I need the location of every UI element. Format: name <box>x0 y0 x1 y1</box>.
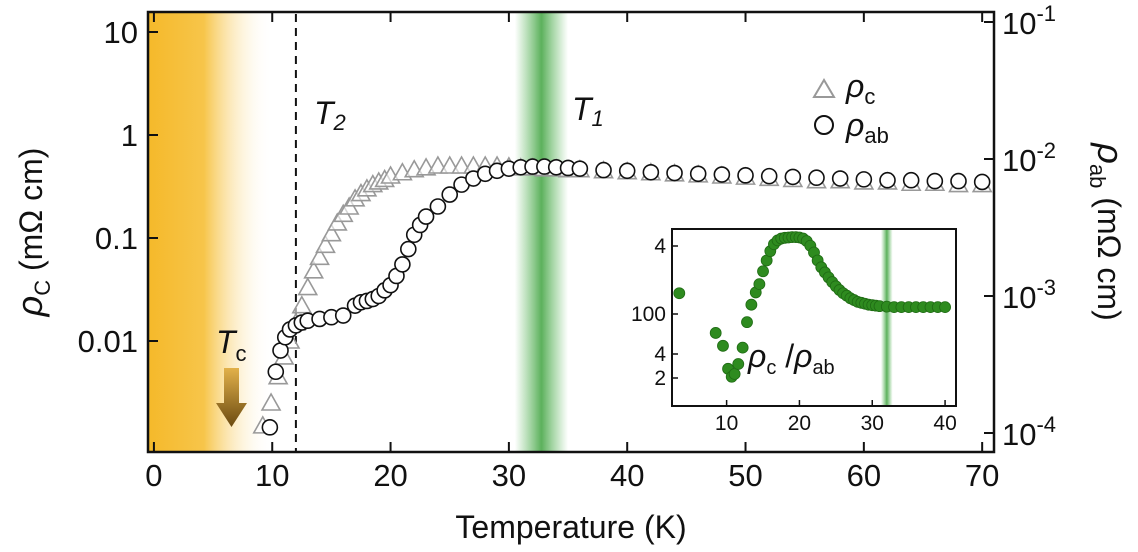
rho-ab-point <box>784 168 802 186</box>
annotation-tc: Tc <box>216 324 247 366</box>
rho-ab-point <box>737 167 754 184</box>
rho-ab-point <box>926 172 944 190</box>
legend-circle-marker <box>814 115 834 135</box>
x-tick-label: 30 <box>492 458 526 493</box>
rho-ab-point <box>334 307 352 324</box>
rho-ab-point <box>855 171 873 188</box>
x-tick-label: 40 <box>610 458 644 493</box>
ratio-point <box>732 358 745 370</box>
svg-text:T2: T2 <box>314 95 346 135</box>
plot-frame <box>146 10 996 454</box>
rho-ab-point <box>808 169 825 187</box>
rho-ab-point <box>618 162 636 180</box>
inset-frame <box>671 228 957 407</box>
rho-c-point <box>321 223 342 242</box>
annotation-t1: T1 <box>572 91 604 131</box>
rho-ab-point <box>760 167 778 185</box>
rho-ab-point <box>441 186 459 203</box>
rho-ab-point <box>642 163 660 181</box>
rho-ab-point <box>394 256 411 273</box>
inset-x-tick-label: 20 <box>788 412 811 435</box>
rho-c-point <box>309 246 330 266</box>
t1-shaded-region <box>514 12 569 452</box>
y-right-axis-title: ρab (mΩ cm) <box>1085 142 1131 320</box>
rho-ab-point <box>879 171 896 189</box>
rho-ab-point <box>689 165 707 183</box>
inset-x-tick-label: 10 <box>715 412 738 435</box>
ratio-point <box>939 301 951 314</box>
ratio-point <box>717 339 729 352</box>
inset-x-tick-label: 30 <box>861 412 884 435</box>
rho-ab-point <box>950 172 967 190</box>
rho-c-point <box>297 276 319 296</box>
ratio-point <box>709 327 722 339</box>
rho-c-point <box>315 234 336 254</box>
x-tick-label: 70 <box>965 458 999 493</box>
rho-ab-point <box>595 161 612 179</box>
tc-shaded-region <box>148 12 273 452</box>
rho-c-point <box>260 392 282 411</box>
inset-series <box>673 231 951 383</box>
ratio-point <box>728 368 741 380</box>
inset-y-tick-label: 4 <box>654 343 666 366</box>
rho-c-point <box>291 295 313 314</box>
y-right-tick-label: 10-1 <box>1002 1 1056 41</box>
legend-triangle-marker <box>812 78 836 98</box>
inset-y-tick-label: 100 <box>631 303 666 326</box>
ratio-point <box>673 287 686 300</box>
svg-text:ρc: ρc <box>845 68 875 109</box>
ratio-point <box>745 298 758 311</box>
inset-label: ρc /ρab <box>747 338 835 379</box>
svg-text:T1: T1 <box>572 91 604 131</box>
x-tick-label: 60 <box>847 458 881 493</box>
inset-t1-shaded-region <box>880 229 893 406</box>
inset-x-tick-label: 40 <box>933 412 956 435</box>
svg-text:Tc: Tc <box>216 324 247 366</box>
y-left-tick-label: 1 <box>121 118 138 153</box>
rho-ab-point <box>973 173 991 191</box>
rho-ab-point <box>400 240 417 258</box>
y-right-tick-label: 10-3 <box>1002 275 1056 315</box>
rho-ab-point <box>571 160 589 177</box>
inset-shaded-region <box>880 229 893 406</box>
ratio-point <box>741 316 753 329</box>
x-tick-label: 20 <box>373 458 407 493</box>
x-axis-title: Temperature (K) <box>455 509 686 545</box>
y-right-tick-label: 10-2 <box>1002 138 1056 178</box>
y-left-axis-title: ρC (mΩ cm) <box>9 148 55 318</box>
ratio-point <box>736 341 749 354</box>
inset-y-tick-label: 4 <box>654 235 666 258</box>
main-series <box>252 155 993 436</box>
y-left-tick-label: 10 <box>104 15 138 50</box>
legend: ρc ρab <box>812 68 889 148</box>
rho-ab-point <box>902 171 920 189</box>
rho-ab-point <box>261 419 279 436</box>
shaded-regions <box>148 12 569 452</box>
rho-ab-point <box>417 208 435 225</box>
x-tick-label: 50 <box>728 458 762 493</box>
y-left-tick-label: 0.1 <box>95 221 138 256</box>
rho-ab-point <box>713 166 731 183</box>
ratio-point <box>753 278 766 291</box>
rho-c-point <box>303 260 325 279</box>
tc-down-arrow-icon <box>216 368 247 427</box>
main-axes: 0 10 20 30 40 50 60 70 10 1 0.1 0.01 10-1 10-2 10-3 10-… <box>78 1 1056 493</box>
ratio-point <box>757 265 769 278</box>
rho-ab-point <box>267 363 285 381</box>
y-right-tick-label: 10-4 <box>1002 412 1056 452</box>
rho-ab-point <box>666 164 683 182</box>
y-left-tick-label: 0.01 <box>78 324 138 359</box>
svg-text:ρab: ρab <box>845 107 889 148</box>
rho-ab-point <box>831 170 849 187</box>
x-tick-label: 10 <box>255 458 289 493</box>
rho-ab-point <box>429 198 447 215</box>
x-tick-label: 0 <box>145 458 162 493</box>
annotation-t2: T2 <box>314 95 346 135</box>
inset-y-tick-label: 2 <box>654 367 666 390</box>
